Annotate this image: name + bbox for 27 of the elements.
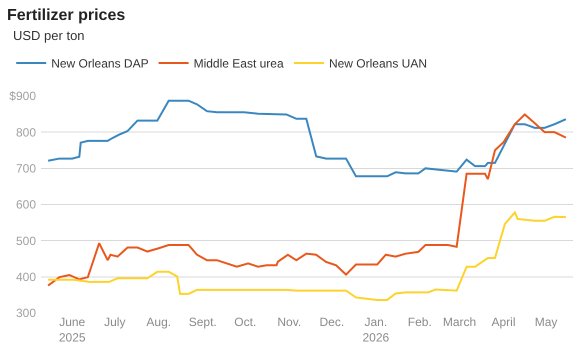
x-tick-label: June 2025	[58, 315, 86, 345]
x-tick-label: Oct.	[234, 315, 256, 329]
line-series	[47, 211, 567, 301]
y-tick-label: 500	[16, 234, 36, 248]
x-tick-label: May	[534, 315, 558, 329]
chart-title: Fertilizer prices	[6, 6, 126, 24]
y-tick-label: $900	[9, 89, 36, 104]
x-tick-label: Dec.	[319, 315, 344, 329]
x-tick-label: Feb.	[408, 315, 432, 329]
x-tick-label: April	[491, 315, 516, 329]
y-tick-label: 600	[16, 198, 36, 212]
line-series	[47, 100, 567, 178]
y-tick-label: 300	[16, 306, 36, 320]
y-tick-label: 800	[16, 125, 36, 140]
x-tick-label: July	[104, 315, 126, 329]
legend-label: Middle East urea	[194, 56, 284, 71]
x-tick-label: March	[442, 315, 476, 329]
y-tick-label: 700	[16, 162, 36, 176]
x-tick-label: Nov.	[277, 315, 302, 329]
y-tick-label: 400	[16, 270, 36, 284]
legend-label: New Orleans UAN	[328, 56, 427, 71]
legend-label: New Orleans DAP	[51, 56, 149, 71]
chart-subtitle: USD per ton	[13, 28, 85, 43]
line-series	[47, 113, 567, 287]
x-tick-label: Jan. 2026	[362, 315, 390, 345]
x-tick-label: Aug.	[146, 315, 172, 329]
x-tick-label: Sept.	[188, 315, 217, 329]
